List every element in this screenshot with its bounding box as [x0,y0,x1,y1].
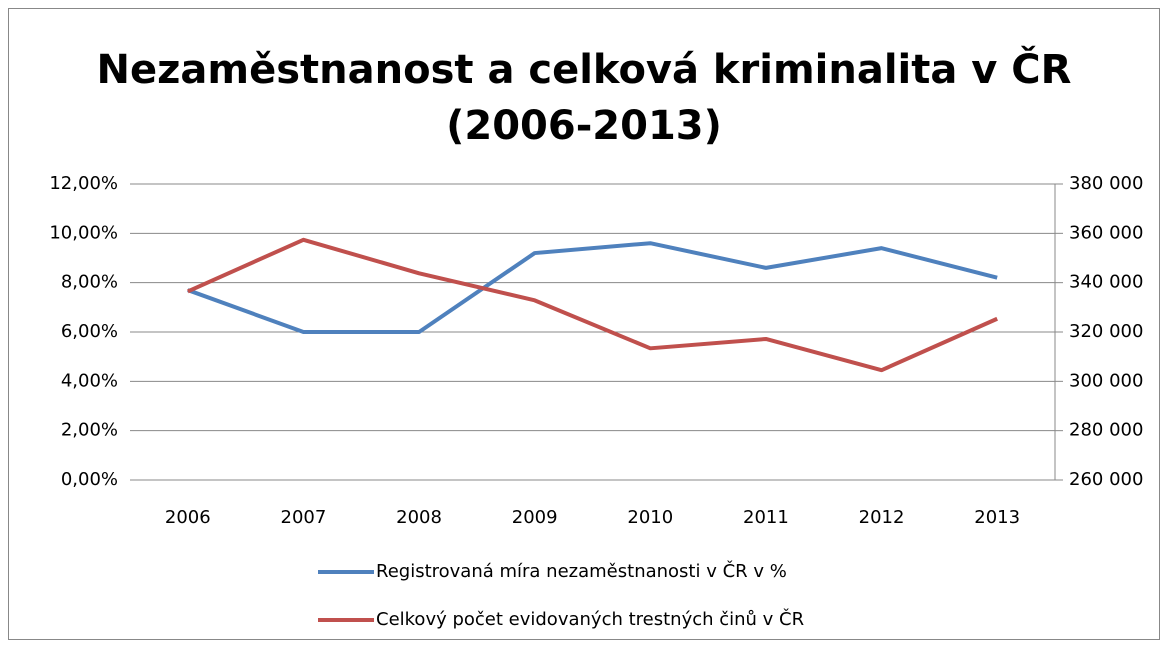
y-tick-label: 10,00% [49,222,118,243]
chart-title: (2006-2013) [446,103,722,149]
x-tick-label: 2010 [627,507,673,528]
legend-label: Registrovaná míra nezaměstnanosti v ČR v… [376,560,787,582]
y2-tick-label: 280 000 [1069,420,1143,441]
chart-frame [8,8,1160,640]
line-series [187,241,998,334]
y2-tick-label: 340 000 [1069,272,1143,293]
chart-title: Nezaměstnanost a celková kriminalita v Č… [97,45,1072,93]
y-tick-label: 4,00% [61,370,118,391]
y-tick-label: 0,00% [61,469,118,490]
x-tick-label: 2012 [859,507,905,528]
y-tick-label: 8,00% [61,272,118,293]
y-tick-label: 12,00% [49,173,118,194]
x-tick-label: 2006 [165,507,211,528]
y2-tick-label: 300 000 [1069,370,1143,391]
y2-tick-label: 320 000 [1069,321,1143,342]
y2-tick-label: 260 000 [1069,469,1143,490]
x-tick-label: 2007 [281,507,327,528]
x-tick-label: 2011 [743,507,789,528]
y-tick-label: 2,00% [61,420,118,441]
y2-tick-label: 360 000 [1069,222,1143,243]
line-series [186,237,998,373]
x-tick-label: 2008 [396,507,442,528]
y2-tick-label: 380 000 [1069,173,1143,194]
x-tick-label: 2013 [974,507,1020,528]
x-tick-label: 2009 [512,507,558,528]
y-tick-label: 6,00% [61,321,118,342]
legend-label: Celkový počet evidovaných trestných činů… [376,608,804,630]
